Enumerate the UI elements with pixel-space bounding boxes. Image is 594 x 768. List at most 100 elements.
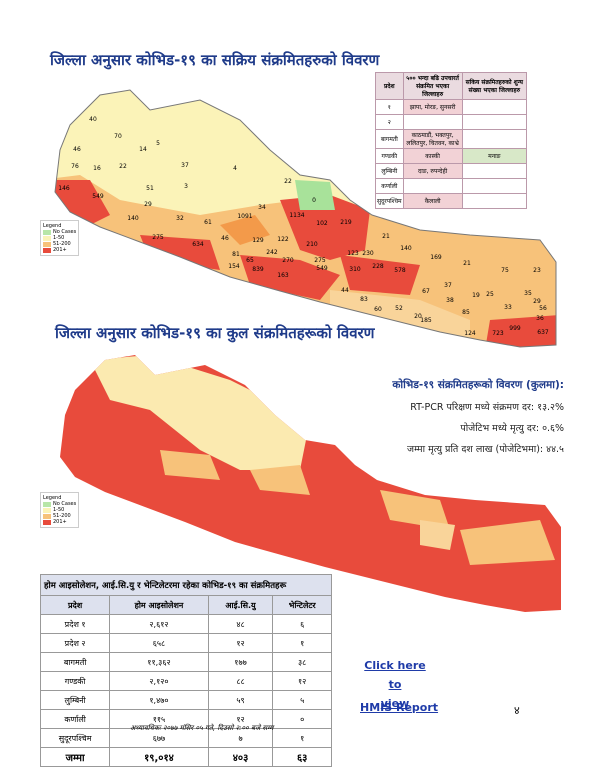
cell: कर्णाली (375, 178, 404, 194)
district-label: 140 (400, 245, 412, 252)
district-label: 40 (89, 116, 97, 123)
row: लुम्बिनी दाङ, रुपन्देही (375, 163, 528, 179)
district-label: 38 (446, 297, 454, 304)
district-label: 122 (277, 236, 289, 243)
legend-label: 51-200 (53, 241, 71, 247)
legend-label: 1-50 (53, 235, 65, 241)
legend-swatch (43, 229, 51, 235)
district-label: 124 (464, 330, 476, 337)
cell (402, 178, 463, 194)
legend-swatch (43, 241, 51, 247)
cell: १ (375, 99, 404, 115)
summary-line: जम्मा मृत्यु प्रति दश लाख (पोजेटिभमा): ४… (407, 444, 564, 455)
cell: प्रदेश २ (39, 633, 111, 653)
cell: २ (375, 114, 404, 130)
district-label: 19 (472, 292, 480, 299)
district-label: 140 (127, 215, 139, 222)
summary: कोभिड-१९ संक्रमितहरूको विवरण (कुलमा): RT… (392, 378, 564, 455)
district-label: 76 (71, 163, 79, 170)
cell: गण्डकी (39, 671, 111, 691)
district-label: 146 (58, 185, 70, 192)
district-label: 46 (221, 235, 229, 242)
district-label: 60 (374, 306, 382, 313)
district-label: 5 (156, 140, 160, 147)
district-label: 35 (524, 290, 532, 297)
cell: १ (272, 728, 332, 748)
cell: ४०३ (207, 747, 274, 767)
cell: १ (272, 633, 332, 653)
link[interactable]: view (380, 697, 410, 710)
summary-line: RT-PCR परिक्षण मध्ये संक्रमण दर: १३.२% (410, 402, 564, 413)
legend-item: 201+ (43, 519, 76, 525)
row: गण्डकी २,१२० ८८ १२ (39, 671, 332, 691)
district-label: 578 (394, 267, 406, 274)
link[interactable]: Click here to (364, 659, 426, 691)
hmis-link[interactable]: HMIS Report (360, 701, 439, 714)
cell: ६ (272, 614, 332, 634)
legend-label: 201+ (53, 519, 67, 525)
legend-swatch (43, 501, 51, 507)
district-label: 37 (181, 162, 189, 169)
summary-line: पोजेटिभ मध्ये मृत्यु दर: ०.६% (460, 423, 564, 434)
legend-label: No Cases (53, 501, 77, 507)
header-cell: ५०० भन्दा बढि उपचारर्त संक्रमित भएका जिल… (402, 72, 463, 100)
total-row: जम्मा १९,०१४ ४०३ ६३ (39, 747, 332, 767)
cell: २,१२० (109, 671, 209, 691)
district-label: 275 (152, 234, 164, 241)
cell: मनाङ (461, 148, 528, 164)
district-label: 549 (316, 265, 328, 272)
row: प्रदेश १ २,६१२ ४८ ६ (39, 614, 332, 634)
district-label: 270 (282, 257, 294, 264)
district-label: 22 (284, 178, 292, 185)
district-label: 230 (362, 250, 374, 257)
map-labels: 40 70 46 76 16 22 146 549 14 5 37 4 51 3 29 140 32 61 1091… (58, 116, 549, 337)
caption-row: होम आइसोलेशन, आई.सि.यु र भेन्टिलेटरमा रह… (40, 574, 332, 596)
cell: दाङ, रुपन्देही (402, 163, 463, 179)
legend-label: 1-50 (53, 507, 65, 513)
legend-label: No Cases (53, 229, 77, 235)
legend-item: 51-200 (43, 241, 76, 247)
district-label: 34 (258, 204, 266, 211)
cell (461, 193, 528, 209)
cell: गण्डकी (375, 148, 404, 164)
summary-title: कोभिड-१९ संक्रमितहरूको विवरण (कुलमा): (392, 379, 564, 391)
district-label: 549 (92, 193, 104, 200)
cell: १,४७० (109, 690, 209, 710)
legend-item: 201+ (43, 247, 76, 253)
icu-table: होम आइसोलेशन, आई.सि.यु र भेन्टिलेटरमा रह… (39, 574, 332, 767)
district-label: 123 (347, 250, 359, 257)
district-label: 154 (228, 263, 240, 270)
cell (461, 163, 528, 179)
district-label: 29 (533, 298, 541, 305)
cell: ५ (272, 690, 332, 710)
district-label: 23 (533, 267, 541, 274)
legend-swatch (43, 507, 51, 513)
district-label: 61 (204, 219, 212, 226)
district-label: 25 (486, 291, 494, 298)
cell: सुदूरपश्चिम (375, 193, 404, 209)
header-row: प्रदेश होम आइसोलेशन आई.सि.यु भेन्टिलेटर (39, 595, 332, 615)
header-cell: प्रदेश (39, 595, 111, 615)
district-label: 102 (316, 220, 328, 227)
district-label: 634 (192, 241, 204, 248)
cell (461, 129, 528, 149)
active-map-title: जिल्ला अनुसार कोभिड-१९ का सक्रिय संक्रमि… (50, 51, 380, 69)
district-label: 44 (341, 287, 349, 294)
cell: कर्णाली (39, 709, 111, 729)
district-label: 219 (340, 219, 352, 226)
legend-title: Legend (43, 495, 62, 501)
cell: १२ (272, 671, 332, 691)
page-number: ४ (514, 704, 520, 717)
district-label: 75 (501, 267, 509, 274)
cell: १२ (207, 633, 274, 653)
district-label: 16 (93, 165, 101, 172)
row: सुदूरपश्चिम कैलाली (375, 193, 528, 209)
district-label: 70 (114, 133, 122, 140)
cell: ० (272, 709, 332, 729)
row: सुदूरपश्चिम ६७७ ७ १ (39, 728, 332, 748)
district-label: 81 (232, 251, 240, 258)
cell (461, 99, 528, 115)
legend-item: 51-200 (43, 513, 76, 519)
legend: Legend No Cases 1-50 51-200 201+ (40, 492, 80, 528)
